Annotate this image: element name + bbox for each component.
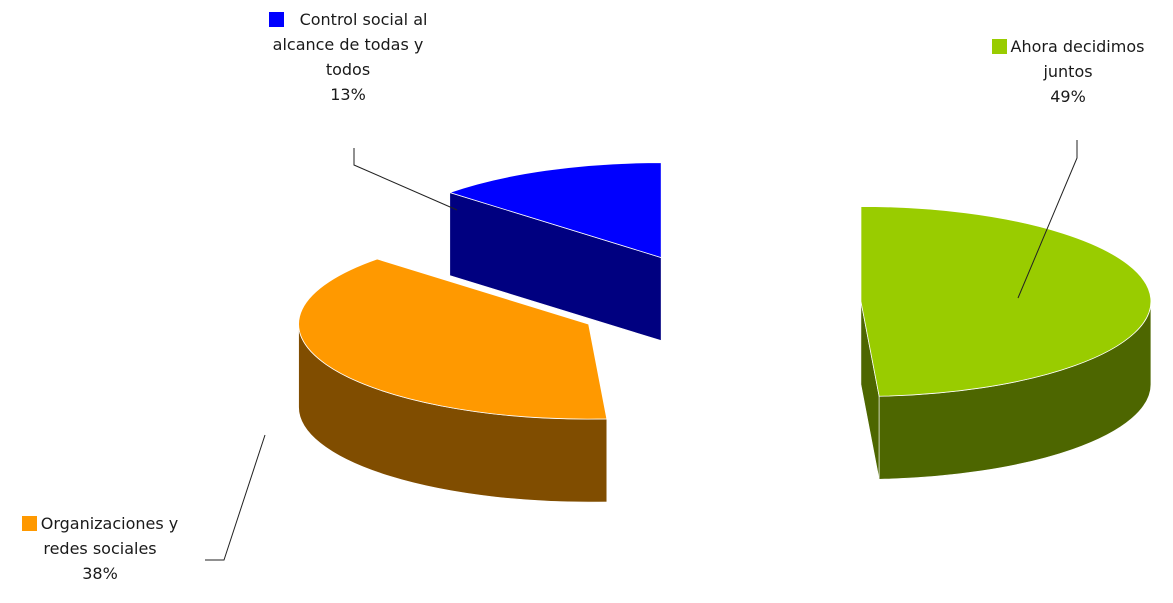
pie-slice [448, 162, 662, 341]
leader-lines [205, 140, 1078, 561]
slice-top [860, 206, 1152, 397]
slice-value-label: 13% [330, 85, 366, 104]
slice-label-line: todos [325, 60, 371, 79]
leader-line-ahora [1017, 140, 1078, 299]
slice-label-line: Ahora decidimos [968, 34, 1168, 59]
leader-line-organizaciones [205, 434, 266, 561]
leader-line-control [353, 148, 458, 211]
slice-label-organizaciones: Organizaciones y redes sociales 38% [0, 511, 200, 586]
slice-value-label: 38% [82, 564, 118, 583]
slice-label-line: Organizaciones y [0, 511, 200, 536]
slice-label-line: Control social al [238, 7, 458, 32]
pie-slice [860, 206, 1152, 480]
slice-value-label: 49% [1050, 87, 1086, 106]
slice-label-control-social: Control social al alcance de todas y tod… [238, 7, 458, 107]
slice-top [298, 258, 608, 420]
slice-label-line: alcance de todas y [272, 35, 424, 54]
slice-label-text: Ahora decidimos [1010, 37, 1145, 56]
pie-slice [298, 258, 608, 503]
slice-label-line: juntos [1043, 62, 1093, 81]
pie-slices [298, 162, 1152, 503]
legend-swatch [21, 516, 37, 531]
legend-swatch [991, 39, 1007, 54]
slice-label-text: Control social al [299, 10, 428, 29]
slice-label-text: Organizaciones y [40, 514, 179, 533]
slice-label-ahora-decidimos: Ahora decidimos juntos 49% [968, 34, 1168, 109]
slice-top [448, 162, 662, 259]
slice-label-line: redes sociales [43, 539, 157, 558]
legend-swatch [268, 12, 284, 27]
